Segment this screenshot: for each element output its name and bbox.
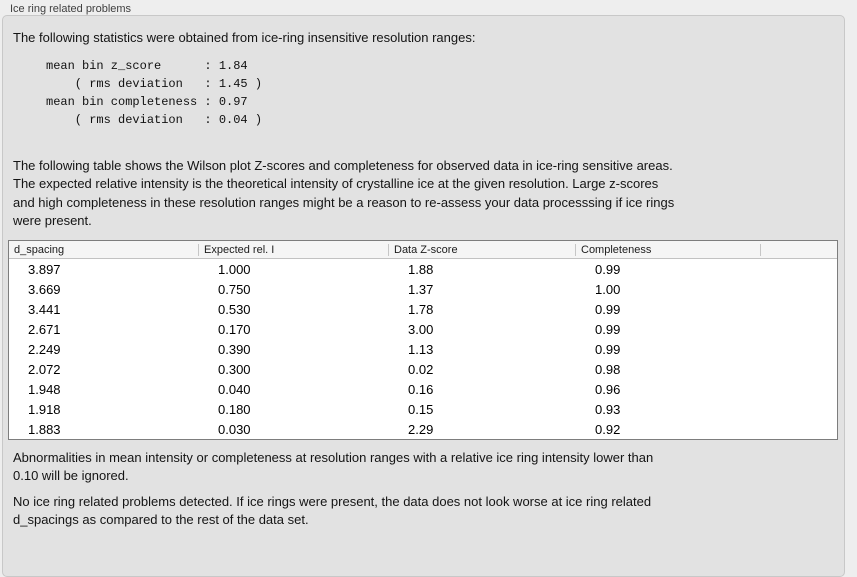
cell-completeness: 0.98 [595, 361, 621, 377]
table-row[interactable]: 3.897 1.000 1.88 0.99 [9, 259, 837, 279]
table-row[interactable]: 1.883 0.030 2.29 0.92 [9, 419, 837, 439]
intro-text: The following statistics were obtained f… [13, 30, 476, 45]
cell-data-z-score: 0.15 [408, 401, 434, 417]
table-row[interactable]: 1.918 0.180 0.15 0.93 [9, 399, 837, 419]
cell-d-spacing: 2.072 [28, 361, 61, 377]
cell-expected-rel-i: 0.180 [218, 401, 251, 417]
stats-block: mean bin z_score : 1.84 ( rms deviation … [46, 59, 263, 127]
cell-expected-rel-i: 0.300 [218, 361, 251, 377]
cell-d-spacing: 3.897 [28, 261, 61, 277]
cell-data-z-score: 1.37 [408, 281, 434, 297]
table-description-text: The following table shows the Wilson plo… [13, 158, 675, 228]
cell-expected-rel-i: 0.390 [218, 341, 251, 357]
column-header-completeness[interactable]: Completeness [576, 241, 761, 258]
conclusion-text: No ice ring related problems detected. I… [13, 494, 652, 528]
cell-expected-rel-i: 0.170 [218, 321, 251, 337]
table-header-row: d_spacing Expected rel. I Data Z-score C… [9, 241, 837, 259]
ignore-note-text: Abnormalities in mean intensity or compl… [13, 450, 654, 484]
cell-completeness: 0.99 [595, 321, 621, 337]
cell-expected-rel-i: 0.750 [218, 281, 251, 297]
cell-completeness: 0.92 [595, 421, 621, 437]
cell-d-spacing: 2.249 [28, 341, 61, 357]
cell-d-spacing: 1.918 [28, 401, 61, 417]
column-header-expected-rel-i[interactable]: Expected rel. I [199, 241, 389, 258]
cell-data-z-score: 1.13 [408, 341, 434, 357]
cell-expected-rel-i: 0.040 [218, 381, 251, 397]
table-row[interactable]: 3.441 0.530 1.78 0.99 [9, 299, 837, 319]
table-row[interactable]: 2.249 0.390 1.13 0.99 [9, 339, 837, 359]
column-header-data-z-score[interactable]: Data Z-score [389, 241, 576, 258]
column-header-spacer [761, 241, 837, 258]
cell-completeness: 0.99 [595, 301, 621, 317]
cell-expected-rel-i: 0.530 [218, 301, 251, 317]
cell-d-spacing: 3.669 [28, 281, 61, 297]
cell-data-z-score: 3.00 [408, 321, 434, 337]
cell-expected-rel-i: 0.030 [218, 421, 251, 437]
cell-data-z-score: 0.16 [408, 381, 434, 397]
cell-d-spacing: 3.441 [28, 301, 61, 317]
cell-expected-rel-i: 1.000 [218, 261, 251, 277]
table-row[interactable]: 3.669 0.750 1.37 1.00 [9, 279, 837, 299]
cell-data-z-score: 2.29 [408, 421, 434, 437]
cell-completeness: 0.93 [595, 401, 621, 417]
cell-completeness: 0.96 [595, 381, 621, 397]
cell-completeness: 0.99 [595, 341, 621, 357]
cell-completeness: 1.00 [595, 281, 621, 297]
table-row[interactable]: 2.072 0.300 0.02 0.98 [9, 359, 837, 379]
cell-data-z-score: 1.78 [408, 301, 434, 317]
cell-d-spacing: 1.948 [28, 381, 61, 397]
table-row[interactable]: 2.671 0.170 3.00 0.99 [9, 319, 837, 339]
ice-ring-group-box: The following statistics were obtained f… [2, 15, 845, 577]
panel-title: Ice ring related problems [10, 3, 132, 15]
cell-data-z-score: 1.88 [408, 261, 434, 277]
table-row[interactable]: 1.948 0.040 0.16 0.96 [9, 379, 837, 399]
cell-data-z-score: 0.02 [408, 361, 434, 377]
column-header-d-spacing[interactable]: d_spacing [9, 241, 199, 258]
ice-ring-table: d_spacing Expected rel. I Data Z-score C… [8, 240, 838, 440]
cell-d-spacing: 1.883 [28, 421, 61, 437]
cell-completeness: 0.99 [595, 261, 621, 277]
cell-d-spacing: 2.671 [28, 321, 61, 337]
